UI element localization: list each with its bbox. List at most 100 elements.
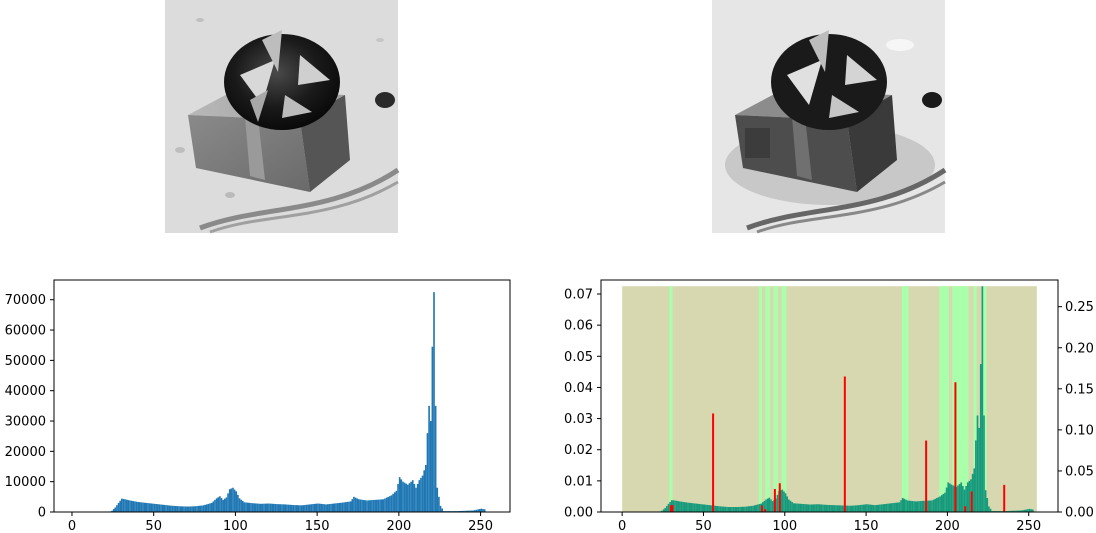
histogram-bar	[258, 503, 260, 512]
histogram-bar	[168, 505, 171, 512]
histogram-bar	[815, 504, 818, 512]
x-tick-label: 50	[145, 519, 162, 533]
histogram-bar	[976, 415, 979, 512]
histogram-bar	[467, 510, 470, 512]
histogram-bar	[776, 494, 779, 512]
histogram-bar	[138, 502, 141, 512]
histogram-bar	[397, 483, 399, 512]
histogram-bar	[979, 364, 982, 512]
histogram-bar	[820, 504, 823, 512]
histogram-bar	[887, 503, 889, 512]
histogram-bar	[330, 503, 332, 512]
x-tick-label: 100	[223, 519, 248, 533]
y-right-tick-label: 0.25	[1065, 300, 1094, 315]
histogram-bar	[215, 498, 218, 512]
histogram-bar	[706, 504, 709, 512]
histogram-bar	[289, 504, 291, 512]
histogram-bar	[690, 503, 693, 512]
histogram-bar	[343, 502, 345, 512]
histogram-original: 0 50 100 150 200 250 0 10000 20000 30000 40000 5000…	[5, 279, 511, 533]
histogram-bar	[745, 506, 748, 512]
histogram-bar	[823, 504, 826, 512]
histogram-bar	[160, 504, 162, 512]
histogram-equalized-background	[622, 286, 1037, 512]
histogram-bar	[960, 482, 963, 512]
histogram-bar	[183, 506, 185, 512]
histogram-bar	[379, 499, 381, 512]
histogram-bar	[130, 500, 133, 512]
histogram-bar	[268, 503, 270, 512]
histogram-bar	[111, 510, 113, 512]
red-spike-bar	[669, 505, 672, 512]
histogram-bar	[866, 504, 868, 512]
histogram-bar	[966, 482, 969, 512]
histogram-bar	[219, 496, 221, 512]
histogram-bar	[727, 507, 730, 512]
histogram-bar	[986, 497, 989, 512]
histogram-bar	[698, 503, 701, 512]
histogram-bar	[703, 504, 706, 512]
histogram-bar	[692, 503, 694, 512]
histogram-bar	[939, 496, 941, 512]
histogram-bar	[121, 498, 123, 512]
histogram-bar	[408, 483, 411, 512]
histogram-bar	[789, 500, 792, 512]
histogram-bar	[908, 500, 911, 512]
histogram-bar	[112, 509, 115, 512]
histogram-bar	[250, 503, 252, 512]
histogram-bar	[989, 508, 992, 512]
histogram-bar	[116, 505, 118, 512]
histogram-bar	[685, 502, 688, 512]
histogram-bar	[362, 499, 365, 512]
histogram-bar	[857, 505, 860, 512]
histogram-bar	[204, 504, 206, 512]
green-band	[973, 286, 977, 512]
histogram-bar	[701, 504, 704, 512]
histogram-bar	[240, 499, 242, 512]
histogram-bar	[1007, 510, 1010, 512]
histogram-bar	[758, 504, 761, 512]
histogram-equalized-red-spikes	[669, 376, 1006, 512]
histogram-bar	[143, 502, 146, 512]
histogram-bar	[429, 421, 432, 512]
histogram-bar	[911, 501, 914, 512]
histogram-bar	[308, 504, 311, 512]
histogram-bar	[469, 510, 471, 512]
histogram-equalized-frame	[600, 279, 1059, 513]
histogram-bar	[882, 504, 884, 512]
histogram-bar	[150, 503, 153, 512]
histogram-bar	[336, 503, 339, 512]
histogram-bar	[382, 499, 385, 512]
histogram-bar	[841, 505, 844, 512]
histogram-bar	[410, 481, 412, 512]
histogram-bar	[210, 502, 213, 512]
histogram-bar	[459, 510, 461, 512]
histogram-bar	[735, 507, 738, 512]
histogram-bar	[191, 506, 193, 512]
histogram-bar	[1030, 509, 1032, 512]
histogram-bar	[403, 482, 406, 512]
histogram-bar	[696, 503, 699, 512]
histogram-bar	[732, 507, 735, 512]
bow-ornament	[224, 30, 340, 130]
histogram-bar	[988, 506, 990, 512]
histogram-bar	[680, 501, 683, 512]
histogram-bar	[1010, 510, 1013, 512]
histogram-bar	[788, 499, 790, 512]
histogram-bar	[1015, 510, 1018, 512]
histogram-bar	[695, 503, 697, 512]
histogram-bar	[817, 504, 819, 512]
histogram-bar	[156, 504, 159, 512]
histogram-bar	[367, 500, 370, 512]
histogram-bar	[415, 487, 417, 512]
histogram-bar	[662, 509, 665, 512]
histogram-bar	[271, 503, 274, 512]
histogram-bar	[320, 503, 323, 512]
histogram-bar	[300, 505, 303, 512]
histogram-bar	[667, 503, 670, 512]
y-right-tick-label: 0.20	[1065, 341, 1094, 356]
histogram-bar	[718, 506, 720, 512]
histogram-bar	[737, 506, 740, 512]
histogram-bar	[848, 505, 850, 512]
green-band	[773, 286, 779, 512]
